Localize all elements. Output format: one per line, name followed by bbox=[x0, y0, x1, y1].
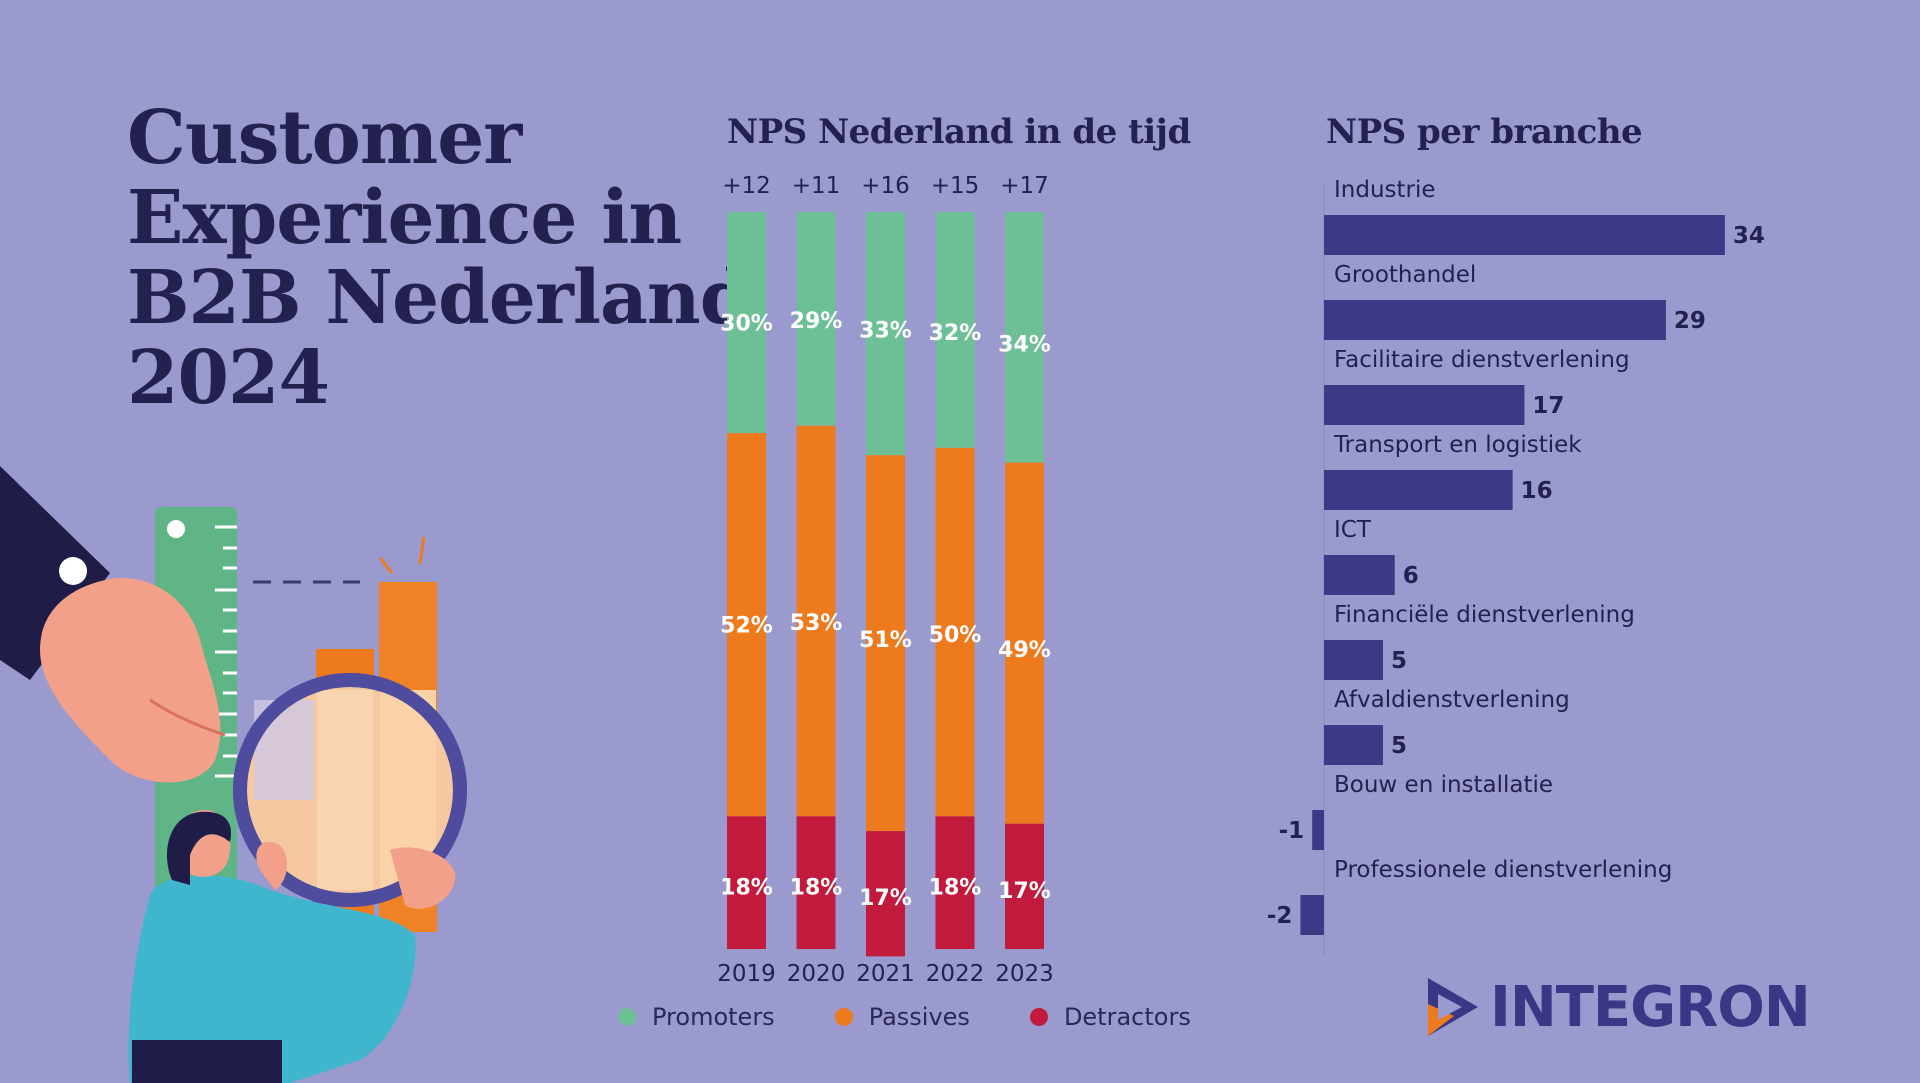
nps-score-label: +12 bbox=[722, 173, 771, 199]
branche-value-label: 5 bbox=[1391, 648, 1407, 674]
branche-bar bbox=[1324, 725, 1383, 765]
bar-segment-detractors-2022 bbox=[935, 816, 975, 949]
bar-value-label: 18% bbox=[790, 875, 843, 900]
title-line: 2024 bbox=[127, 335, 330, 421]
legend-label: Promoters bbox=[652, 1003, 775, 1031]
branche-value-label: 16 bbox=[1521, 478, 1553, 504]
hand-shape bbox=[40, 578, 221, 783]
legend-dot-detractors bbox=[1029, 1008, 1048, 1026]
branche-value-label: 29 bbox=[1674, 308, 1706, 334]
nps-score-label: +16 bbox=[861, 173, 910, 199]
branche-bar bbox=[1324, 640, 1383, 680]
nps-score-label: +15 bbox=[931, 173, 980, 199]
bar-value-label: 18% bbox=[720, 875, 773, 900]
branche-value-label: 17 bbox=[1532, 393, 1564, 419]
branche-category-label: Facilitaire dienstverlening bbox=[1334, 347, 1630, 373]
branche-category-label: Bouw en installatie bbox=[1334, 772, 1553, 798]
bar-value-label: 34% bbox=[998, 332, 1051, 357]
branche-bar bbox=[1312, 810, 1324, 850]
bar-value-label: 30% bbox=[720, 312, 773, 337]
bar-value-label: 53% bbox=[790, 611, 843, 636]
bar-segment-passives-2022 bbox=[935, 447, 975, 817]
bar-value-label: 29% bbox=[790, 309, 843, 334]
bar-segment-promoters-2021 bbox=[866, 212, 905, 456]
branche-bar bbox=[1324, 215, 1725, 255]
year-tick-label: 2019 bbox=[717, 961, 776, 987]
bar-value-label: 50% bbox=[929, 623, 982, 648]
bar-segment-passives-2019 bbox=[727, 433, 766, 817]
bar-value-label: 17% bbox=[859, 886, 912, 911]
bar-value-label: 17% bbox=[998, 879, 1051, 904]
illustration bbox=[0, 466, 467, 1083]
bar-value-label: 33% bbox=[859, 319, 912, 344]
bar-segment-promoters-2023 bbox=[1005, 212, 1044, 463]
logo-icon bbox=[1428, 978, 1478, 1036]
year-tick-label: 2023 bbox=[995, 961, 1054, 987]
year-tick-label: 2022 bbox=[926, 961, 985, 987]
branche-category-label: Transport en logistiek bbox=[1333, 432, 1582, 458]
branche-category-label: Financiële dienstverlening bbox=[1334, 602, 1635, 628]
branche-category-label: Groothandel bbox=[1334, 262, 1476, 288]
bar-segment-detractors-2023 bbox=[1005, 823, 1044, 949]
title-line: Customer bbox=[127, 95, 522, 181]
bar-value-label: 18% bbox=[929, 875, 982, 900]
sleeve-shape bbox=[0, 466, 110, 680]
legend-label: Detractors bbox=[1063, 1003, 1191, 1031]
branche-category-label: Afvaldienstverlening bbox=[1334, 687, 1570, 713]
bar-segment-detractors-2021 bbox=[866, 831, 905, 957]
branche-bar bbox=[1324, 385, 1525, 425]
legend-item-promoters: Promoters bbox=[618, 1003, 775, 1031]
page-title: Customer Experience in B2B Nederland 202… bbox=[127, 95, 751, 421]
year-tick-label: 2020 bbox=[787, 961, 846, 987]
branche-category-label: Professionele dienstverlening bbox=[1334, 857, 1672, 883]
branche-bar bbox=[1300, 895, 1324, 935]
bar-value-label: 32% bbox=[929, 321, 982, 346]
branche-category-label: ICT bbox=[1334, 517, 1372, 543]
branche-value-label: 6 bbox=[1403, 563, 1419, 589]
bar-segment-passives-2021 bbox=[866, 455, 905, 832]
branche-value-label: 34 bbox=[1733, 223, 1765, 249]
bar-segment-promoters-2019 bbox=[727, 212, 766, 434]
bar-value-label: 49% bbox=[998, 638, 1051, 663]
year-tick-label: 2021 bbox=[856, 961, 915, 987]
legend-item-detractors: Detractors bbox=[1029, 1003, 1191, 1031]
branche-bar bbox=[1324, 470, 1513, 510]
bar-segment-detractors-2020 bbox=[796, 816, 836, 949]
bar-value-label: 52% bbox=[720, 614, 773, 639]
nps-score-label: +11 bbox=[792, 173, 841, 199]
legend-item-passives: Passives bbox=[834, 1003, 970, 1031]
person-body bbox=[128, 875, 416, 1083]
title-line: B2B Nederland bbox=[127, 255, 751, 341]
bar-value-label: 51% bbox=[859, 628, 912, 653]
bar-segment-passives-2020 bbox=[796, 425, 836, 817]
bar-segment-promoters-2022 bbox=[935, 212, 975, 448]
branche-value-label: -1 bbox=[1279, 818, 1305, 844]
branche-value-label: 5 bbox=[1391, 733, 1407, 759]
title-line: Experience in bbox=[127, 175, 682, 261]
branche-bar bbox=[1324, 555, 1395, 595]
branche-chart-title: NPS per branche bbox=[1326, 112, 1643, 152]
branche-category-label: Industrie bbox=[1334, 177, 1436, 203]
integron-logo: INTEGRON bbox=[1424, 974, 1811, 1040]
branche-bar bbox=[1324, 300, 1666, 340]
logo-text: INTEGRON bbox=[1490, 974, 1811, 1040]
legend-dot-passives bbox=[834, 1008, 853, 1026]
legend-label: Passives bbox=[868, 1003, 970, 1031]
bar-segment-detractors-2019 bbox=[727, 816, 766, 949]
legend-dot-promoters bbox=[618, 1008, 636, 1026]
branche-value-label: -2 bbox=[1267, 903, 1293, 929]
nps-legend: Promoters Passives Detractors bbox=[618, 1003, 1251, 1031]
bar-segment-passives-2023 bbox=[1005, 462, 1044, 824]
nps-score-label: +17 bbox=[1000, 173, 1049, 199]
nps-chart-title: NPS Nederland in de tijd bbox=[727, 112, 1191, 152]
bar-segment-promoters-2020 bbox=[796, 212, 836, 426]
